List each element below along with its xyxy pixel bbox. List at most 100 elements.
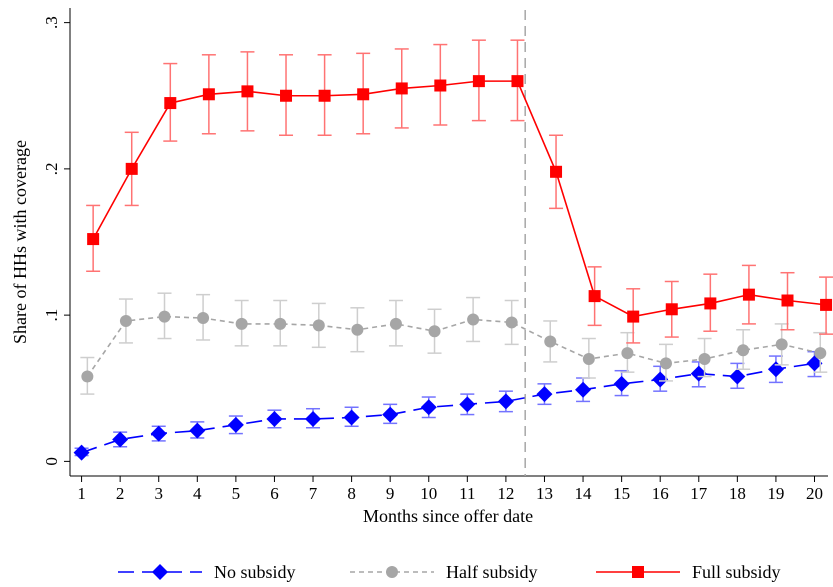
x-tick-label: 17 [690, 484, 708, 503]
x-tick-label: 10 [420, 484, 437, 503]
legend: No subsidy Half subsidy Full subsidy [118, 562, 781, 582]
data-point [351, 323, 364, 336]
data-point [87, 233, 100, 246]
x-tick-label: 20 [806, 484, 823, 503]
data-point [806, 355, 823, 372]
x-tick-label: 18 [729, 484, 746, 503]
x-tick-label: 16 [652, 484, 669, 503]
data-point [150, 425, 167, 442]
data-point [389, 317, 402, 330]
data-point [536, 386, 553, 403]
data-point [266, 410, 283, 427]
data-point [305, 410, 322, 427]
x-tick-label: 8 [347, 484, 356, 503]
data-point [158, 310, 171, 323]
data-point [164, 97, 177, 110]
data-point [395, 82, 408, 95]
data-point [627, 310, 640, 323]
data-point [575, 381, 592, 398]
data-point [280, 89, 293, 102]
data-point [382, 406, 399, 423]
data-point [550, 165, 563, 178]
legend-item: Full subsidy [596, 562, 781, 582]
data-point [119, 314, 132, 327]
x-tick-label: 14 [575, 484, 593, 503]
data-point [621, 347, 634, 360]
data-point [737, 344, 750, 357]
data-point [698, 353, 711, 365]
data-point [704, 297, 717, 310]
data-point [814, 347, 827, 360]
data-point [227, 416, 244, 433]
data-point [544, 335, 557, 348]
series-line [92, 80, 827, 318]
data-point [125, 162, 138, 175]
x-tick-label: 6 [270, 484, 279, 503]
x-tick-label: 9 [386, 484, 395, 503]
data-point [781, 294, 794, 307]
data-point [690, 365, 707, 382]
data-point [665, 303, 678, 316]
data-point [312, 319, 325, 332]
x-tick-label: 11 [459, 484, 475, 503]
legend-marker [386, 566, 398, 578]
series-no-subsidy [73, 350, 823, 461]
data-point [112, 431, 129, 448]
data-point [511, 75, 524, 88]
data-point [343, 409, 360, 426]
data-point [467, 313, 480, 326]
data-point [742, 288, 755, 301]
data-point [189, 422, 206, 439]
data-point [241, 85, 254, 98]
x-tick-label: 19 [767, 484, 784, 503]
y-tick-label: .3 [42, 16, 61, 29]
data-point [775, 338, 788, 351]
x-tick-label: 3 [154, 484, 163, 503]
legend-marker [632, 566, 644, 578]
series-layer [73, 39, 833, 461]
series-full-subsidy [86, 39, 833, 344]
data-point [318, 89, 331, 102]
data-point [73, 444, 90, 461]
x-tick-label: 2 [116, 484, 125, 503]
legend-item: Half subsidy [350, 562, 538, 582]
data-point [497, 393, 514, 410]
data-point [582, 353, 595, 365]
data-point [652, 371, 669, 388]
data-point [235, 317, 248, 330]
data-point [434, 79, 447, 92]
data-point [202, 88, 215, 101]
series-line [86, 315, 821, 378]
data-point [274, 317, 287, 330]
x-tick-label: 12 [497, 484, 514, 503]
y-tick-label: .1 [42, 309, 61, 322]
data-point [81, 370, 94, 383]
data-point [729, 368, 746, 385]
x-tick-label: 15 [613, 484, 630, 503]
data-point [659, 357, 672, 370]
series-half-subsidy [80, 292, 828, 395]
y-tick-label: .2 [42, 163, 61, 176]
data-point [420, 399, 437, 416]
data-point [505, 316, 518, 329]
data-point [588, 290, 601, 303]
data-point [613, 375, 630, 392]
data-point [197, 312, 210, 325]
x-axis-title: Months since offer date [363, 506, 533, 526]
x-tick-label: 1 [77, 484, 86, 503]
x-tick-label: 7 [309, 484, 318, 503]
y-axis-title: Share of HHs with coverage [10, 140, 30, 344]
legend-label: Full subsidy [692, 562, 781, 582]
data-point [820, 298, 833, 311]
x-tick-label: 5 [232, 484, 241, 503]
data-point [472, 75, 485, 88]
axes: 0.1.2.31 2 3 4 5 6 7 8 9 10 11 12 13 14 15 16 17 18 19 20 [42, 8, 828, 503]
x-tick-label: 13 [536, 484, 553, 503]
legend-marker [152, 564, 168, 580]
legend-item: No subsidy [118, 562, 296, 582]
y-tick-label: 0 [42, 457, 61, 466]
legend-label: Half subsidy [446, 562, 538, 582]
legend-label: No subsidy [214, 562, 296, 582]
data-point [357, 88, 370, 101]
